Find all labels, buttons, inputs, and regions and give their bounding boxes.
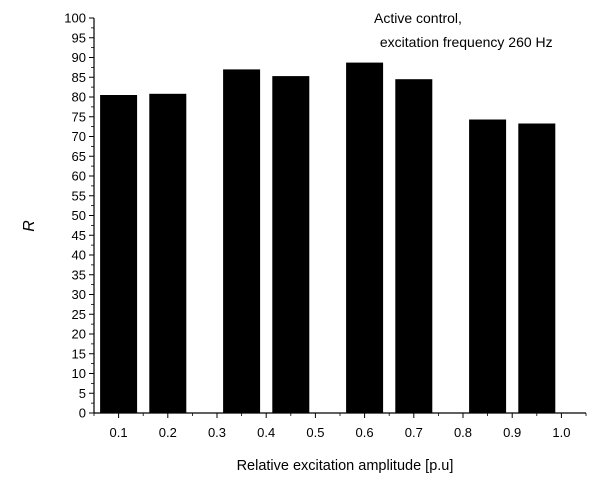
y-tick-label: 70 [72, 129, 86, 144]
bar [395, 79, 433, 413]
bar [149, 93, 187, 414]
y-tick-label: 45 [72, 228, 86, 243]
y-tick-label: 30 [72, 287, 86, 302]
annotation-line-2: excitation frequency 260 Hz [376, 34, 553, 50]
y-tick-label: 35 [72, 267, 86, 282]
y-tick-label: 55 [72, 188, 86, 203]
y-tick-label: 50 [72, 208, 86, 223]
x-tick-label: 0.8 [454, 425, 472, 440]
y-tick-label: 40 [72, 248, 86, 263]
y-tick-label: 25 [72, 307, 86, 322]
bar [346, 62, 384, 413]
bar [100, 95, 138, 413]
y-tick-label: 0 [79, 406, 86, 421]
y-tick-label: 5 [79, 386, 86, 401]
y-tick-label: 95 [72, 30, 86, 45]
y-tick-label: 20 [72, 327, 86, 342]
x-tick-label: 0.4 [257, 425, 275, 440]
y-tick-label: 90 [72, 50, 86, 65]
y-tick-label: 15 [72, 346, 86, 361]
x-tick-label: 0.9 [503, 425, 521, 440]
y-tick-label: 100 [64, 11, 86, 26]
bar [272, 76, 310, 413]
y-tick-label: 65 [72, 149, 86, 164]
bar [469, 119, 507, 413]
bars-group [100, 62, 556, 414]
x-ticks-group: 0.1 0.2 0.3 0.4 0.5 0.6 0.7 0.8 0.9 1.0 [93, 413, 587, 440]
y-tick-label: 75 [72, 109, 86, 124]
y-tick-label: 85 [72, 70, 86, 85]
bar [518, 123, 556, 413]
x-axis-title: Relative excitation amplitude [p.u] [237, 458, 454, 474]
x-tick-label: 0.5 [306, 425, 324, 440]
x-tick-label: 0.6 [356, 425, 374, 440]
y-tick-label: 60 [72, 169, 86, 184]
annotation-line-1: Active control, [374, 10, 462, 26]
y-axis-title: R [21, 220, 38, 232]
x-tick-label: 0.2 [159, 425, 177, 440]
x-tick-label: 0.3 [208, 425, 226, 440]
y-ticks-group: 0 5 10 15 20 25 30 35 40 45 50 55 60 65 70 75 80 85 90 95 10… [64, 11, 94, 421]
x-tick-label: 0.1 [110, 425, 128, 440]
y-tick-label: 10 [72, 366, 86, 381]
bar [223, 69, 261, 414]
x-tick-label: 0.7 [405, 425, 423, 440]
y-tick-label: 80 [72, 90, 86, 105]
x-tick-label: 1.0 [552, 425, 570, 440]
